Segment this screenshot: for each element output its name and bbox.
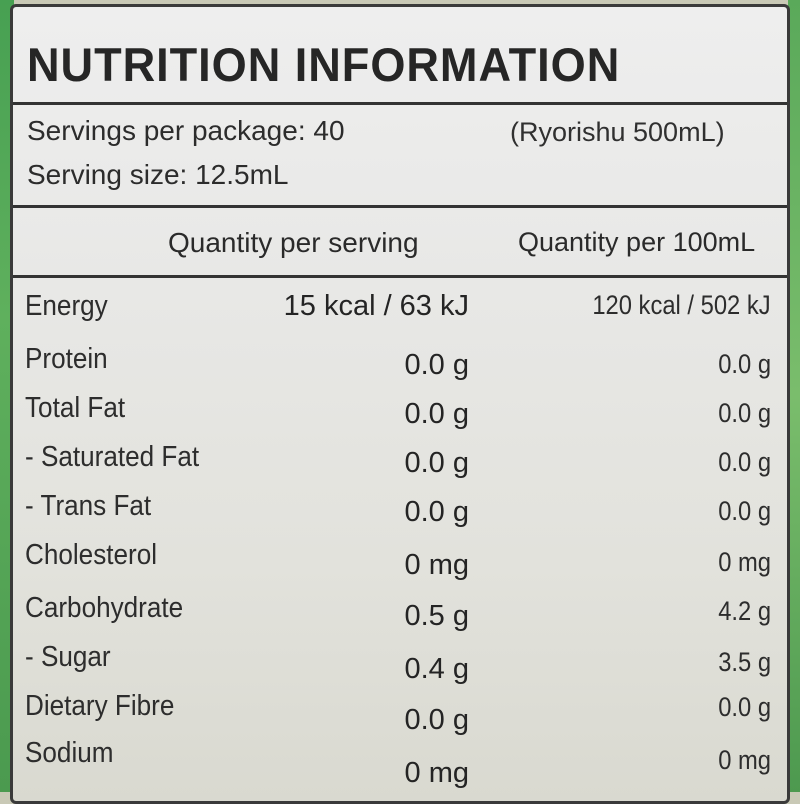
value-per-100ml: 0 mg: [718, 547, 771, 577]
nutrient-name: - Sugar: [25, 641, 111, 673]
value-per-serving: 0.0 g: [404, 496, 470, 528]
value-per-serving: 0.0 g: [404, 398, 470, 430]
value-per-serving: 0.5 g: [404, 600, 470, 632]
nutrient-row: - Sugar 0.4 g 3.5 g: [13, 641, 787, 689]
value-per-100ml: 3.5 g: [718, 647, 771, 677]
value-per-100ml: 4.2 g: [718, 596, 771, 626]
nutrient-name: Carbohydrate: [25, 592, 184, 624]
header-per-100ml: Quantity per 100mL: [518, 227, 756, 257]
nutrient-name: Protein: [25, 343, 108, 375]
nutrient-row: Dietary Fibre 0.0 g 0.0 g: [13, 690, 787, 738]
value-per-100ml: 120 kcal / 502 kJ: [592, 290, 771, 320]
divider-servings: [13, 205, 787, 208]
nutrient-row: - Trans Fat 0.0 g 0.0 g: [13, 490, 787, 538]
nutrient-row: Cholesterol 0 mg 0 mg: [13, 539, 787, 587]
nutrient-name: Cholesterol: [25, 539, 158, 571]
divider-title: [13, 102, 787, 105]
package-note: (Ryorishu 500mL): [510, 117, 725, 147]
nutrient-row: Total Fat 0.0 g 0.0 g: [13, 392, 787, 440]
value-per-100ml: 0.0 g: [718, 398, 771, 428]
nutrient-name: Total Fat: [25, 392, 126, 424]
nutrient-row: Energy 15 kcal / 63 kJ 120 kcal / 502 kJ: [13, 290, 787, 338]
value-per-100ml: 0.0 g: [718, 447, 771, 477]
nutrient-name: - Trans Fat: [25, 490, 152, 522]
value-per-serving: 0.4 g: [404, 653, 470, 685]
value-per-100ml: 0.0 g: [718, 496, 771, 526]
nutrient-name: Energy: [25, 290, 108, 322]
value-per-serving: 0.0 g: [404, 447, 470, 479]
nutrient-row: - Saturated Fat 0.0 g 0.0 g: [13, 441, 787, 489]
value-per-100ml: 0 mg: [718, 745, 771, 775]
nutrition-label: NUTRITION INFORMATION Servings per packa…: [10, 4, 790, 804]
value-per-serving: 0 mg: [404, 549, 469, 581]
serving-size: Serving size: 12.5mL: [27, 159, 289, 190]
nutrient-row: Protein 0.0 g 0.0 g: [13, 343, 787, 391]
servings-per-package: Servings per package: 40: [27, 115, 345, 146]
value-per-serving: 15 kcal / 63 kJ: [283, 290, 469, 322]
value-per-100ml: 0.0 g: [718, 692, 771, 722]
value-per-serving: 0 mg: [404, 757, 469, 789]
nutrient-name: Dietary Fibre: [25, 690, 175, 722]
value-per-serving: 0.0 g: [404, 704, 470, 736]
value-per-serving: 0.0 g: [404, 349, 470, 381]
nutrient-name: - Saturated Fat: [25, 441, 200, 473]
bottle-edge-right: [788, 0, 800, 792]
divider-headers: [13, 275, 787, 278]
header-per-serving: Quantity per serving: [168, 227, 419, 258]
nutrient-row: Carbohydrate 0.5 g 4.2 g: [13, 592, 787, 640]
nutrient-row: Sodium 0 mg 0 mg: [13, 737, 787, 789]
nutrient-name: Sodium: [25, 737, 114, 769]
value-per-100ml: 0.0 g: [718, 349, 771, 379]
label-title: NUTRITION INFORMATION: [27, 38, 621, 91]
